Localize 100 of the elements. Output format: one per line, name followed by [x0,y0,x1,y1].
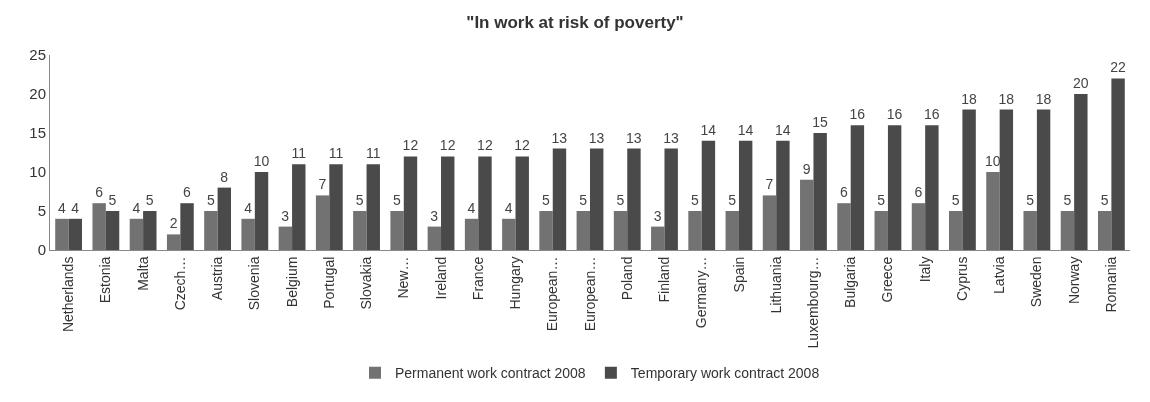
data-label: 18 [998,90,1015,107]
legend-label: Permanent work contract 2008 [395,365,586,382]
bar [1111,78,1125,250]
data-label: 12 [402,137,419,154]
x-tick-label: Poland [618,256,635,301]
x-tick-label: Romania [1102,256,1119,313]
bar [217,187,231,250]
data-label: 5 [145,192,154,208]
bar [999,109,1014,250]
data-label: 4 [504,199,513,216]
data-label: 13 [588,129,605,146]
bar [813,133,827,250]
bar [390,211,404,250]
bar [651,226,665,250]
bar [539,211,553,250]
bar [180,203,194,250]
bar [762,195,777,250]
bar [1023,211,1037,250]
y-tick-label: 25 [29,46,46,64]
x-tick-label: Finland [656,256,673,303]
data-label: 11 [365,145,381,162]
bar [403,156,418,250]
data-label: 5 [1100,192,1109,208]
x-tick-label: Czech… [171,256,188,311]
data-label: 6 [914,184,923,201]
x-tick-label: Austria [209,256,226,301]
data-label: 13 [626,129,642,146]
data-label: 5 [951,192,960,208]
bar [55,218,69,250]
y-tick-label: 20 [29,85,46,103]
data-label: 5 [691,192,700,208]
data-label: 4 [244,199,253,216]
data-label: 5 [1026,192,1035,208]
data-label: 6 [95,184,104,201]
x-tick-label: Malta [134,256,151,291]
data-label: 14 [737,121,754,138]
data-label: 12 [439,137,456,154]
data-label: 4 [132,199,141,216]
data-label: 20 [1072,75,1089,91]
bar [353,211,367,250]
chart-title: "In work at risk of poverty" [466,12,684,32]
data-label: 14 [700,121,717,138]
data-label: 16 [886,106,903,123]
data-label: 4 [71,199,80,216]
x-tick-label: Sweden [1028,256,1045,308]
x-tick-label: France [469,256,486,301]
bar [962,109,976,250]
data-label: 18 [961,90,978,107]
data-label: 13 [551,129,568,146]
bar [366,164,380,250]
data-label: 16 [923,106,940,123]
x-tick-label: Germany… [693,256,710,329]
x-tick-label: European… [544,256,561,332]
data-label: 14 [775,121,791,138]
bar [701,140,716,250]
x-tick-label: Belgium [283,256,300,308]
x-tick-label: Italy [916,256,933,283]
bar [515,156,529,250]
x-tick-label: Lithuania [767,256,784,314]
data-label: 11 [291,145,307,162]
bar [850,125,865,250]
bar [1036,109,1051,250]
bar [105,211,120,250]
x-tick-label: Estonia [97,256,114,304]
bar [254,172,269,250]
x-tick-label: Slovakia [358,256,375,310]
x-tick-label: Spain [730,256,747,293]
data-label: 16 [849,106,866,123]
data-label: 22 [1110,59,1126,76]
data-label: 5 [355,192,364,208]
data-label: 5 [616,192,625,208]
data-label: 4 [467,199,476,216]
data-label: 6 [839,184,848,201]
bar [664,148,678,250]
bar [986,172,1000,250]
data-label: 5 [877,192,886,208]
bar [292,164,306,250]
bar [204,211,218,250]
x-tick-label: Greece [879,256,896,303]
x-tick-label: Cyprus [953,256,970,301]
x-tick-label: Netherlands [60,256,77,333]
bar [688,211,702,250]
data-label: 8 [220,168,229,185]
y-tick-label: 0 [37,241,46,259]
bar [278,226,293,250]
bar [1074,94,1088,250]
data-label: 15 [812,114,829,130]
x-tick-label: Norway [1065,256,1082,305]
bar [241,218,255,250]
bar [738,140,753,250]
x-tick-label: Ireland [432,256,449,300]
data-label: 10 [985,153,1001,169]
data-label: 12 [514,137,531,154]
y-tick-label: 10 [29,163,46,181]
data-label: 12 [477,137,493,154]
bar [502,218,516,250]
data-label: 5 [393,192,402,208]
bar [613,211,628,250]
data-label: 13 [663,129,680,146]
data-label: 10 [253,153,270,169]
